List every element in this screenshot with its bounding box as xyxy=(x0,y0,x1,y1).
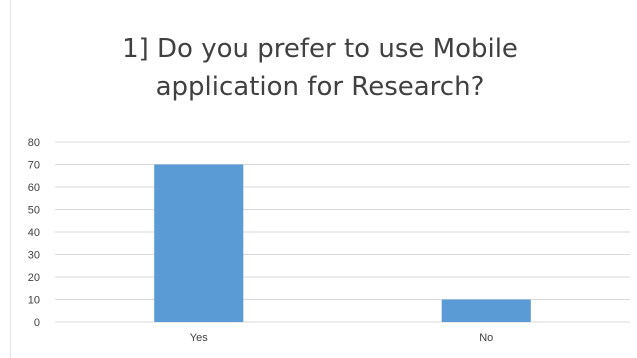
y-tick-label: 10 xyxy=(28,295,40,307)
x-tick-label: Yes xyxy=(190,332,208,344)
chart-title: 1] Do you prefer to use Mobile applicati… xyxy=(60,30,580,106)
chart-title-line-1: 1] Do you prefer to use Mobile xyxy=(122,34,518,64)
bar xyxy=(441,299,531,322)
left-border-rule xyxy=(10,0,11,358)
y-tick-label: 70 xyxy=(28,160,40,172)
y-tick-label: 60 xyxy=(28,182,40,194)
y-tick-label: 40 xyxy=(28,227,40,239)
y-tick-label: 50 xyxy=(28,205,40,217)
y-tick-label: 20 xyxy=(28,272,40,284)
y-tick-label: 0 xyxy=(34,317,40,329)
x-tick-label: No xyxy=(479,332,493,344)
chart-title-line-2: application for Research? xyxy=(155,72,485,102)
y-tick-label: 30 xyxy=(28,250,40,262)
y-tick-label: 80 xyxy=(28,137,40,149)
bar xyxy=(154,164,244,322)
